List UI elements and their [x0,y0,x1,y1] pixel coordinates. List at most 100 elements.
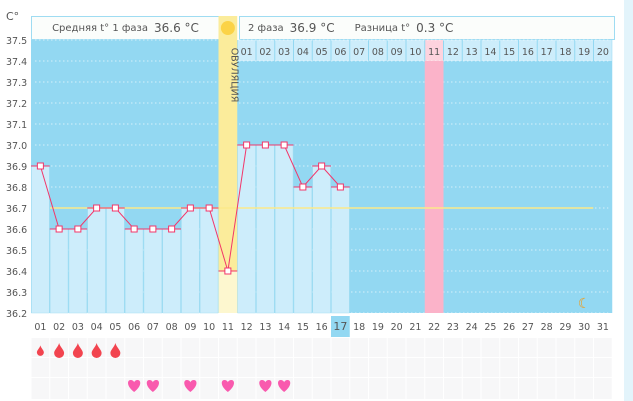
marker-cell [350,338,368,357]
marker-cell [31,378,50,399]
day-label: 02 [53,322,65,333]
day-label: 20 [391,322,403,333]
temperature-bar [87,207,106,314]
marker-cell [162,378,181,399]
phase2-day-label: 03 [278,47,290,58]
marker-cell [481,338,500,357]
marker-cell [406,358,425,377]
y-tick-label: 37.5 [6,36,27,47]
y-tick-label: 36.4 [6,267,27,278]
moon-icon: ☾ [578,296,591,312]
marker-cell [106,378,125,399]
marker-cell [519,358,537,377]
y-tick-label: 36.3 [6,288,27,299]
y-tick-label: 37.2 [6,99,27,110]
day-label: 22 [428,322,440,333]
y-tick-label: 36.7 [6,204,27,215]
phase2-day-cell [294,40,312,61]
temperature-bar [106,207,125,314]
heart-icon [278,380,291,392]
marker-cell [50,378,68,399]
marker-cell [256,338,275,357]
blood-drop-icon [54,343,65,358]
temperature-bar [143,228,162,314]
marker-cell [181,338,200,357]
phase2-day-label: 12 [447,47,459,58]
temperature-point [205,204,213,212]
day-label: 30 [578,322,590,333]
temperature-point [149,225,157,233]
marker-cell [106,358,125,377]
heart-icon [259,380,272,392]
marker-cell [69,358,87,377]
day-label: 08 [166,322,178,333]
day-label: 06 [128,322,140,333]
phase2-day-cell [444,40,462,61]
heart-icon [146,380,159,392]
heart-icon [221,380,234,392]
phase2-day-cell [519,40,537,61]
day-label: 26 [503,322,515,333]
marker-cell [537,358,556,377]
day-label: 09 [184,322,196,333]
phase2-day-cell [369,40,387,61]
diff-label: Разница t° [354,22,411,34]
phase2-day-cell [481,40,500,61]
phase2-label: 2 фаза [248,22,284,34]
day-label: 23 [447,322,459,333]
phase2-day-label: 15 [503,47,515,58]
y-tick-label: 36.6 [6,225,27,236]
scrollbar[interactable] [624,0,633,401]
y-axis-unit: C° [6,10,20,23]
marker-cell [537,338,556,357]
marker-cell [50,358,68,377]
phase2-day-cell [462,40,481,61]
marker-cell [462,358,481,377]
marker-cell [425,338,443,357]
marker-cell [31,358,50,377]
marker-cell [500,338,518,357]
marker-cell [162,358,181,377]
y-tick-label: 37.3 [6,78,27,89]
marker-cell [294,338,312,357]
marker-cell [331,338,350,357]
marker-cell [500,378,518,399]
temperature-bar [237,144,256,314]
day-label: 24 [466,322,478,333]
day-label: 31 [597,322,609,333]
temperature-bar [200,207,219,314]
day-label: 10 [203,322,215,333]
day-label: 27 [522,322,534,333]
day-label: 07 [147,322,159,333]
marker-cell [519,338,537,357]
phase2-day-label: 02 [259,47,271,58]
day-label: 18 [353,322,365,333]
marker-cell [312,378,331,399]
day-label: 15 [297,322,309,333]
y-tick-label: 36.9 [6,162,27,173]
day-label: 28 [541,322,553,333]
marker-cell [500,358,518,377]
day-label: 21 [409,322,421,333]
phase2-day-cell [387,40,406,61]
marker-cell [331,378,350,399]
day-label: 05 [109,322,121,333]
marker-cell [350,358,368,377]
day-label: 11 [222,322,234,333]
phase2-day-cell [237,40,256,61]
marker-cell [425,358,443,377]
y-tick-label: 36.5 [6,246,27,257]
phase2-day-cell [575,40,593,61]
marker-cell [594,378,612,399]
day-label: 14 [278,322,290,333]
temperature-point [74,225,82,233]
diff-value: 0.3 °C [416,21,454,35]
temperature-point [168,225,176,233]
phase2-day-label: 04 [297,47,309,58]
y-tick-label: 36.8 [6,183,27,194]
phase2-day-label: 20 [597,47,609,58]
marker-cell [594,358,612,377]
phase2-summary: 2 фаза 36.9 °C Разница t° 0.3 °C [239,16,615,40]
day-label: 03 [72,322,84,333]
temperature-point [36,162,44,170]
